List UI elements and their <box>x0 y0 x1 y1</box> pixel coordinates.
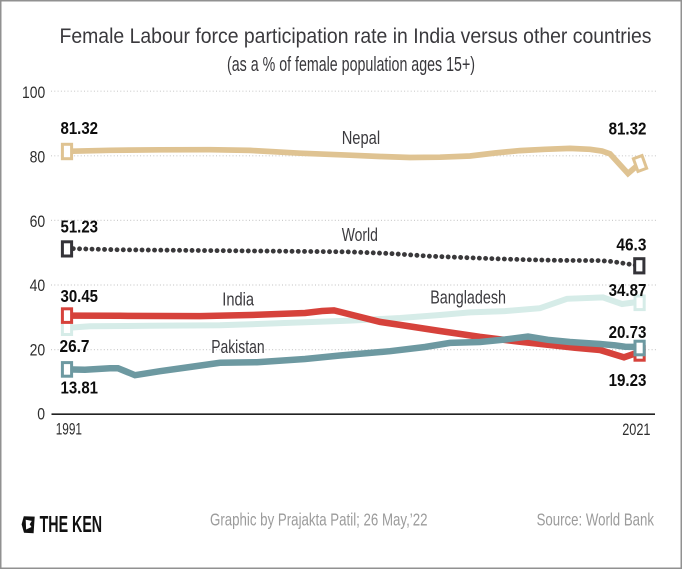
svg-text:THE KEN: THE KEN <box>40 511 103 537</box>
svg-text:Pakistan: Pakistan <box>211 337 264 357</box>
svg-text:Female Labour force participat: Female Labour force participation rate i… <box>60 25 652 48</box>
svg-text:Source: World Bank: Source: World Bank <box>537 509 655 529</box>
svg-text:34.87: 34.87 <box>609 280 647 300</box>
svg-text:20.73: 20.73 <box>609 322 647 342</box>
svg-text:2021: 2021 <box>622 420 650 439</box>
svg-text:(as a % of female population a: (as a % of female population ages 15+) <box>227 54 475 76</box>
svg-text:30.45: 30.45 <box>61 286 99 306</box>
svg-text:100: 100 <box>22 83 45 102</box>
svg-text:Graphic by Prajakta Patil; 26: Graphic by Prajakta Patil; 26 May,’22 <box>210 509 428 529</box>
svg-text:0: 0 <box>37 404 45 423</box>
svg-text:46.3: 46.3 <box>616 235 646 255</box>
svg-text:26.7: 26.7 <box>60 336 90 356</box>
svg-text:81.32: 81.32 <box>609 119 647 139</box>
svg-text:World: World <box>342 225 378 245</box>
svg-text:60: 60 <box>30 212 46 231</box>
svg-text:80: 80 <box>30 147 46 166</box>
svg-text:81.32: 81.32 <box>61 118 99 138</box>
svg-text:India: India <box>222 289 255 309</box>
svg-text:1991: 1991 <box>56 420 82 439</box>
svg-text:51.23: 51.23 <box>61 217 99 237</box>
svg-text:20: 20 <box>30 341 46 360</box>
svg-text:Bangladesh: Bangladesh <box>430 288 506 308</box>
svg-text:Nepal: Nepal <box>342 128 380 148</box>
svg-text:40: 40 <box>30 276 46 295</box>
svg-text:13.81: 13.81 <box>61 378 99 398</box>
svg-text:19.23: 19.23 <box>609 370 647 390</box>
